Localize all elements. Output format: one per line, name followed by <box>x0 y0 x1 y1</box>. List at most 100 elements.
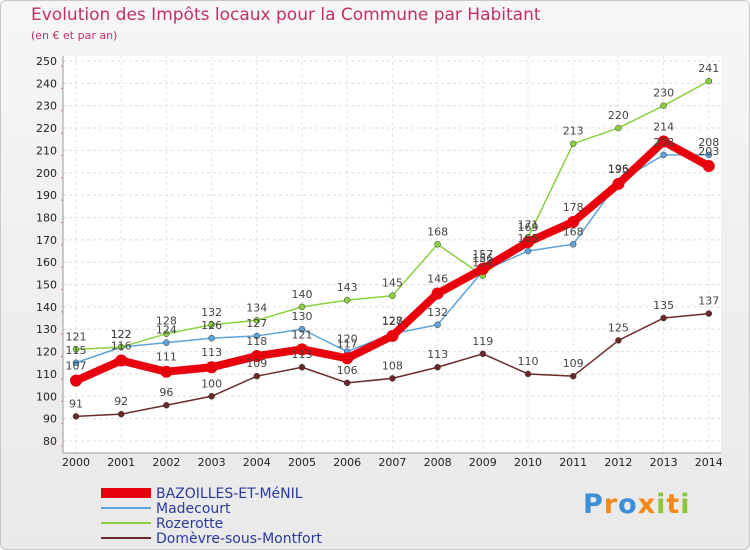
data-point <box>522 236 534 249</box>
data-label: 143 <box>337 281 358 294</box>
data-point <box>163 401 170 409</box>
data-point <box>343 296 351 304</box>
data-point <box>115 354 128 367</box>
x-tick-label: 2013 <box>650 456 678 469</box>
legend-label: Rozerotte <box>156 516 223 532</box>
data-point <box>117 410 125 418</box>
chart-subtitle: (en € et par an) <box>31 29 118 42</box>
x-tick-label: 2002 <box>152 456 180 469</box>
data-label: 96 <box>159 386 173 399</box>
data-label: 120 <box>337 333 358 346</box>
data-label: 124 <box>156 324 177 337</box>
data-point <box>660 102 667 109</box>
data-point <box>253 332 261 340</box>
data-label: 100 <box>201 377 222 390</box>
data-point <box>569 140 577 147</box>
data-point <box>524 370 532 378</box>
data-point <box>479 350 487 358</box>
data-point <box>253 372 261 380</box>
data-point <box>250 350 263 363</box>
data-label: 140 <box>292 288 313 301</box>
y-tick-label: 150 <box>36 279 57 292</box>
data-label: 196 <box>608 163 629 176</box>
logo-letter: t <box>666 489 681 520</box>
y-tick-label: 170 <box>36 234 57 247</box>
y-tick-label: 240 <box>36 77 57 90</box>
data-point <box>569 241 577 248</box>
y-tick-label: 120 <box>36 346 57 359</box>
data-label: 110 <box>518 355 539 368</box>
data-point <box>298 325 306 333</box>
data-label: 146 <box>427 272 448 285</box>
y-tick-label: 130 <box>36 323 57 336</box>
data-label: 178 <box>563 201 584 214</box>
data-point <box>434 321 441 329</box>
data-label: 116 <box>111 340 132 353</box>
data-point <box>163 339 170 346</box>
data-label: 115 <box>66 344 87 357</box>
data-label: 117 <box>337 337 358 350</box>
data-point <box>253 317 261 324</box>
data-label: 208 <box>653 136 674 149</box>
data-point <box>705 310 713 317</box>
data-point <box>296 343 308 356</box>
y-tick-label: 190 <box>36 189 57 202</box>
y-tick-label: 80 <box>43 435 57 448</box>
data-label: 220 <box>608 109 629 122</box>
data-point <box>431 287 444 300</box>
data-point <box>615 337 622 344</box>
data-label: 135 <box>653 299 674 312</box>
data-point <box>615 124 622 132</box>
logo-letter: x <box>637 489 657 520</box>
data-label: 130 <box>292 310 313 323</box>
data-label: 134 <box>246 301 267 314</box>
data-label: 213 <box>563 125 584 138</box>
chart-title: Evolution des Impôts locaux pour la Comm… <box>31 5 541 25</box>
logo-letter: o <box>618 489 638 520</box>
data-point <box>72 413 80 420</box>
data-label: 111 <box>156 351 177 364</box>
x-tick-label: 2011 <box>559 456 587 469</box>
x-tick-label: 2006 <box>333 456 361 469</box>
y-tick-label: 140 <box>36 301 57 314</box>
data-point <box>72 359 80 367</box>
data-label: 154 <box>472 257 493 270</box>
data-point <box>208 321 215 329</box>
series-3 <box>72 310 713 420</box>
proxiti-logo: Proxiti <box>583 489 691 520</box>
y-tick-label: 180 <box>36 211 57 224</box>
data-label: 119 <box>472 335 493 348</box>
data-label: 118 <box>246 335 267 348</box>
data-point <box>208 334 215 342</box>
data-label: 109 <box>246 357 267 370</box>
data-point <box>567 215 580 228</box>
data-label: 122 <box>111 328 132 341</box>
data-point <box>389 375 396 382</box>
y-tick-label: 250 <box>36 55 57 68</box>
legend-label: Domèvre-sous-Montfort <box>156 531 322 547</box>
data-label: 113 <box>201 346 222 359</box>
data-label: 208 <box>698 136 719 149</box>
data-label: 230 <box>653 87 674 100</box>
x-tick-label: 2008 <box>424 456 452 469</box>
logo-letter: P <box>583 489 604 520</box>
data-point <box>705 77 713 85</box>
data-point <box>612 177 625 190</box>
data-point <box>702 160 715 173</box>
y-tick-label: 100 <box>36 390 57 403</box>
data-label: 108 <box>382 359 403 372</box>
data-label: 121 <box>292 328 313 341</box>
y-tick-label: 90 <box>43 413 57 426</box>
data-point <box>389 292 396 299</box>
data-point <box>298 303 306 311</box>
x-tick-label: 2009 <box>469 456 497 469</box>
data-point <box>117 343 125 351</box>
y-tick-label: 200 <box>36 167 57 180</box>
data-label: 113 <box>427 348 448 361</box>
data-label: 145 <box>382 277 403 290</box>
data-label: 126 <box>201 319 222 332</box>
y-tick-label: 210 <box>36 144 57 157</box>
data-point <box>160 365 173 378</box>
y-tick-label: 220 <box>36 122 57 135</box>
